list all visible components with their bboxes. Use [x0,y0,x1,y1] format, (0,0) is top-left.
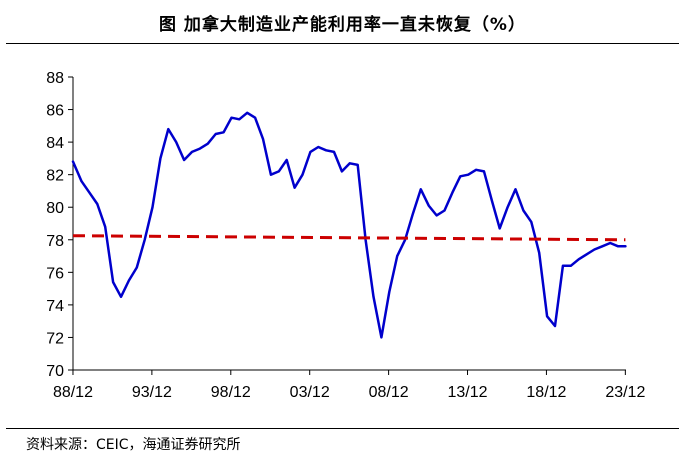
chart-axes: 70 72 74 76 78 80 82 84 86 88 88/12 93/12 98/12 03/12… [46,70,645,401]
y-tick-label: 86 [46,103,64,120]
y-tick-label: 80 [46,200,64,217]
y-tick-label: 70 [46,363,64,380]
x-tick-label: 03/12 [290,384,330,401]
y-tick-label: 74 [46,298,64,315]
chart-title: 图 加拿大制造业产能利用率一直未恢复（%） [159,15,526,35]
capacity-utilization-line [71,111,627,339]
chart-series [71,111,627,339]
x-tick-label: 13/12 [447,384,487,401]
y-tick-label: 78 [46,233,64,250]
average-reference-line [72,234,626,242]
x-tick-label: 93/12 [132,384,172,401]
x-tick-label: 18/12 [526,384,566,401]
x-tick-label: 88/12 [53,384,93,401]
x-tick-label: 98/12 [211,384,251,401]
y-tick-label: 76 [46,265,64,282]
y-tick-label: 82 [46,168,64,185]
title-divider [6,43,679,44]
line-chart: 70 72 74 76 78 80 82 84 86 88 88/12 93/12 98/12 03/12… [46,70,645,401]
y-tick-label: 72 [46,330,64,347]
source-divider [6,428,679,429]
x-tick-label: 23/12 [605,384,645,401]
source-note: 资料来源：CEIC，海通证券研究所 [26,437,241,453]
x-tick-label: 08/12 [369,384,409,401]
y-tick-label: 88 [46,70,64,87]
y-tick-label: 84 [46,135,64,152]
